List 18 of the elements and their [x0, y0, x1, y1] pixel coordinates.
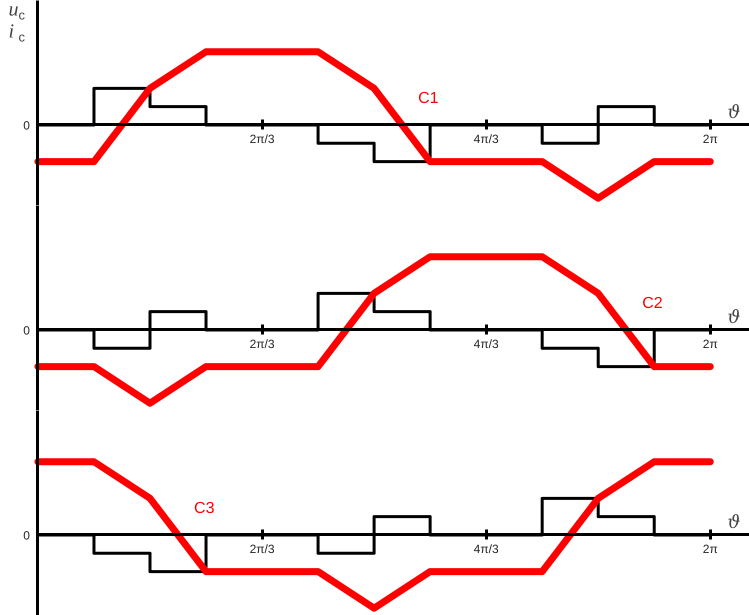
x-tick-label: 2π [702, 542, 718, 556]
x-tick-label: 2π/3 [250, 542, 275, 556]
x-tick-label: 4π/3 [474, 542, 499, 556]
x-tick-label: 2π/3 [250, 132, 275, 146]
x-axis-title: ϑ [728, 512, 740, 533]
x-tick-label: 4π/3 [474, 132, 499, 146]
x-tick-label: 4π/3 [474, 336, 499, 351]
x-axis-title: ϑ [728, 102, 740, 123]
series-label: C1 [418, 90, 439, 107]
x-axis-title: ϑ [728, 306, 740, 328]
x-tick-label: 2π/3 [250, 336, 275, 351]
annotation: 0 [23, 118, 30, 132]
x-tick-label: 2π [702, 132, 718, 146]
series-label: C3 [194, 500, 215, 517]
annotation: 0 [23, 323, 30, 338]
annotation: 0 [23, 528, 30, 542]
x-tick-label: 2π [702, 336, 718, 351]
series-label: C2 [642, 294, 663, 312]
